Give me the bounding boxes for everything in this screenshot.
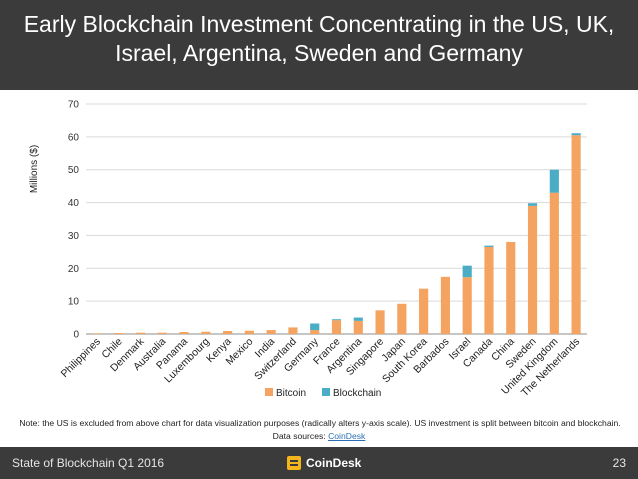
bar-bitcoin xyxy=(571,135,581,334)
bar-blockchain xyxy=(549,169,559,193)
bar-bitcoin xyxy=(397,303,407,334)
bar-blockchain xyxy=(310,323,320,331)
bar-bitcoin xyxy=(92,333,102,334)
bar-bitcoin xyxy=(288,327,298,334)
bar-bitcoin xyxy=(266,330,276,334)
y-tick-label: 30 xyxy=(68,231,80,242)
slide-title: Early Blockchain Investment Concentratin… xyxy=(23,11,615,66)
bar-bitcoin xyxy=(201,331,211,334)
bar-bitcoin xyxy=(310,330,320,334)
y-tick-label: 50 xyxy=(68,165,80,176)
bar-bitcoin xyxy=(331,320,342,334)
bar-bitcoin xyxy=(484,246,494,334)
bar-bitcoin xyxy=(375,310,385,334)
brand-name: CoinDesk xyxy=(306,456,362,470)
footer-report-title: State of Blockchain Q1 2016 xyxy=(12,456,165,470)
bar-bitcoin xyxy=(527,205,538,334)
footer-bar: State of Blockchain Q1 2016 CoinDesk 23 xyxy=(0,447,638,479)
y-tick-label: 0 xyxy=(73,330,79,341)
bar-bitcoin xyxy=(179,332,189,334)
bar-bitcoin xyxy=(462,277,472,334)
data-sources: Data sources: CoinDesk xyxy=(0,431,638,441)
bar-bitcoin xyxy=(114,333,124,334)
coindesk-link[interactable]: CoinDesk xyxy=(328,431,366,441)
legend-swatch-bitcoin xyxy=(265,388,273,396)
bar-bitcoin xyxy=(440,276,450,334)
y-axis-label: Millions ($) xyxy=(29,145,40,193)
bar-bitcoin xyxy=(135,332,146,334)
bar-blockchain xyxy=(527,203,538,206)
bar-bitcoin xyxy=(506,242,516,334)
bar-bitcoin xyxy=(353,320,363,334)
x-tick-label: Philippines xyxy=(59,336,103,380)
bar-blockchain xyxy=(462,265,472,278)
bar-bitcoin xyxy=(223,331,233,334)
brand-logo: CoinDesk xyxy=(287,455,361,471)
page-number: 23 xyxy=(612,456,626,470)
y-tick-label: 40 xyxy=(68,198,80,209)
coindesk-logo-icon xyxy=(287,456,301,470)
y-tick-label: 20 xyxy=(68,264,80,275)
y-tick-label: 70 xyxy=(68,100,80,111)
chart-note: Note: the US is excluded from above char… xyxy=(19,418,621,428)
y-tick-label: 60 xyxy=(68,132,80,143)
bar-blockchain xyxy=(484,245,494,247)
bar-blockchain xyxy=(571,133,581,136)
legend-label-blockchain: Blockchain xyxy=(333,388,381,399)
bar-bitcoin xyxy=(419,288,429,334)
title-bar: Early Blockchain Investment Concentratin… xyxy=(0,0,638,90)
bar-bitcoin xyxy=(157,332,167,334)
bar-bitcoin xyxy=(549,192,559,334)
bar-bitcoin xyxy=(244,330,254,334)
legend-swatch-blockchain xyxy=(322,388,330,396)
legend-label-bitcoin: Bitcoin xyxy=(276,388,306,399)
y-tick-label: 10 xyxy=(68,297,80,308)
data-sources-label: Data sources: xyxy=(272,431,329,441)
bar-blockchain xyxy=(331,319,342,321)
bar-blockchain xyxy=(353,317,363,321)
